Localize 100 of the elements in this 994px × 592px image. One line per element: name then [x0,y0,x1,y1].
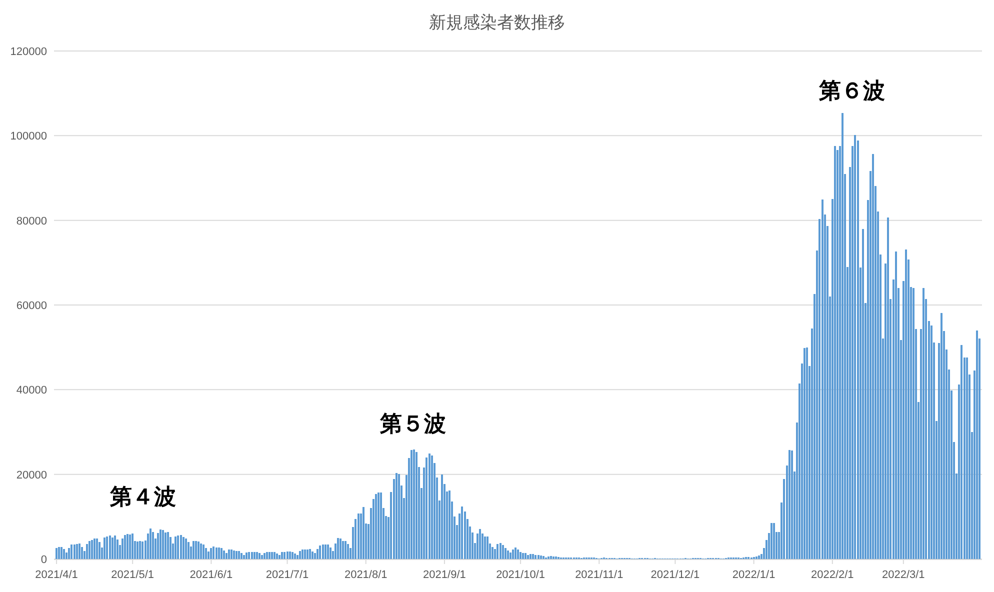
bar [517,550,519,559]
bar [58,547,60,559]
bar [164,532,167,559]
bar [205,548,208,559]
bar [524,553,527,559]
bar [930,325,932,559]
bar [806,347,808,559]
bar [316,548,319,559]
x-tick-label: 2021/5/1 [111,569,154,581]
bar [76,544,78,559]
y-tick-label: 20000 [16,469,47,482]
bar [243,555,246,559]
bar [336,538,339,559]
bar [291,552,294,559]
bar [233,550,236,559]
bar [286,551,288,559]
bar [773,523,776,559]
x-tick-label: 2022/3/1 [882,569,925,581]
bar [88,540,90,559]
bar [281,552,284,559]
bar [894,252,897,559]
bar [904,250,907,559]
annotation: 第４波 [109,484,176,509]
bar [499,542,502,559]
bar [149,528,152,559]
bar [862,229,864,559]
bar [80,547,83,559]
bar [362,506,364,559]
bar [230,549,232,559]
bar [194,540,197,559]
bar [540,556,542,559]
bar [263,553,266,559]
bar [68,548,70,559]
bar [788,450,790,559]
bar [506,550,509,559]
bar [426,457,428,559]
bar [413,449,416,559]
bar [60,547,63,559]
x-tick-label: 2021/7/1 [266,569,309,581]
bar [167,532,170,559]
bar [357,514,360,559]
bar [136,542,139,559]
y-tick-label: 120000 [10,46,47,58]
bar [248,552,250,559]
bar [966,357,968,559]
x-tick-label: 2022/1/1 [732,569,776,581]
x-tick-label: 2021/11/1 [575,569,624,581]
bar [344,540,347,559]
annotation: 第５波 [379,411,446,436]
bar [268,552,271,559]
bar [758,556,760,559]
bar [156,532,159,559]
bar [922,288,925,559]
bar [378,492,380,559]
bar [246,552,248,559]
bar [534,554,537,559]
bar [395,473,398,559]
bar [91,540,94,559]
bar [152,532,154,559]
bar [111,537,114,559]
bar [70,544,73,559]
bar [202,544,205,559]
bar [215,548,218,559]
x-tick-label: 2021/12/1 [650,569,700,581]
bar [98,542,101,559]
bar [530,554,532,559]
bar [174,536,177,559]
bar [326,544,329,559]
bar [225,553,228,559]
bar [514,548,516,559]
y-tick-label: 0 [40,554,47,566]
bar [804,348,806,559]
bar [496,544,499,559]
bar [139,540,142,559]
bar [304,550,306,559]
bar [250,552,253,559]
bar [312,551,314,559]
x-tick-label: 2021/6/1 [190,569,233,581]
bar [198,542,200,559]
bar [854,134,856,559]
bar [790,450,793,559]
bar [126,534,129,559]
bar [86,544,88,559]
bar [124,534,126,559]
chart-title: 新規感染者数推移 [429,13,565,32]
bar [296,554,298,559]
bar [78,543,80,559]
bar [547,556,550,559]
bar [484,536,486,559]
bar [142,542,144,559]
bar [532,554,534,559]
bar [842,113,844,559]
annotation: 第６波 [818,78,885,103]
bar [63,548,66,559]
bar [478,528,481,559]
bar [108,536,111,559]
bar [342,541,344,559]
bar [486,536,489,559]
bar [159,529,162,559]
bar [492,547,494,559]
